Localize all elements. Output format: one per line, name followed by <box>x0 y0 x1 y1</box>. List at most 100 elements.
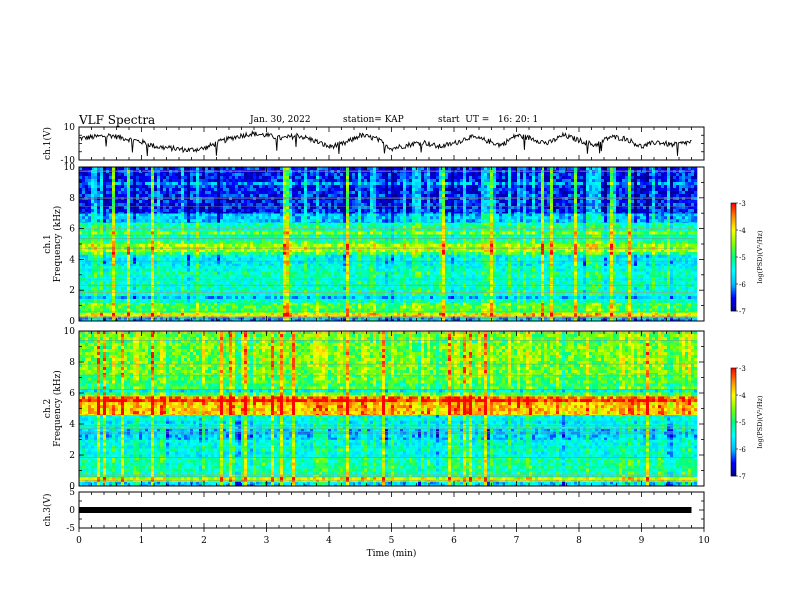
ch1-spectrogram-cell <box>100 319 104 322</box>
ch1-spectrogram-cell <box>535 271 539 275</box>
ch1-spectrogram-cell <box>478 302 482 306</box>
ch1-spectrogram-cell <box>376 302 380 306</box>
ch1-spectrogram-cell <box>667 302 671 303</box>
ch1-spectrogram-cell <box>142 287 146 291</box>
ch1-spectrogram-cell <box>685 299 689 303</box>
ch1-spectrogram-cell <box>616 311 620 313</box>
ch1-spectrogram-cell <box>325 254 329 258</box>
ch1-spectrogram-cell <box>376 281 380 285</box>
ch1-spectrogram-cell <box>616 287 620 291</box>
ch1-spectrogram-cell <box>181 302 185 306</box>
ch1-spectrogram-cell <box>463 293 467 297</box>
ch1-spectrogram-cell <box>538 315 542 317</box>
ch1-spectrogram-cell <box>169 280 173 282</box>
ch1-spectrogram-cell <box>127 274 131 278</box>
ch1-spectrogram-cell <box>193 265 197 269</box>
ch1-spectrogram-cell <box>496 302 500 303</box>
ch1-spectrogram-cell <box>445 311 449 313</box>
ch1-spectrogram-cell <box>463 265 467 269</box>
ch1-spectrogram-cell <box>157 293 161 297</box>
ch1-spectrogram-cell <box>670 293 674 297</box>
ch1-spectrogram-cell <box>277 305 281 309</box>
ch1-spectrogram-cell <box>316 265 320 269</box>
ch1-spectrogram-cell <box>184 296 188 300</box>
ch1-spectrogram-cell <box>661 312 665 316</box>
ch1-spectrogram-cell <box>118 302 122 303</box>
ch1-spectrogram-cell <box>412 302 416 303</box>
ch1-spectrogram-cell <box>307 271 311 275</box>
ch1-spectrogram-cell <box>475 274 479 278</box>
ch1-spectrogram-cell <box>646 315 650 317</box>
ch1-spectrogram-cell <box>478 308 482 312</box>
ch1-spectrogram-cell <box>637 271 641 275</box>
ch1-spectrogram-cell <box>487 319 491 322</box>
ch1-spectrogram-cell <box>688 274 692 278</box>
ch1-spectrogram-cell <box>181 287 185 291</box>
ch1-spectrogram-cell <box>607 280 611 282</box>
ch1-spectrogram-cell <box>568 281 572 285</box>
ch1-spectrogram-cell <box>88 280 92 282</box>
ch1-spectrogram-cell <box>652 308 656 312</box>
ch1-spectrogram-cell <box>88 287 92 291</box>
ch1-spectrogram-cell <box>265 254 269 258</box>
ch1-spectrogram-cell <box>424 312 428 316</box>
ch1-spectrogram-cell <box>526 268 530 272</box>
ch1-spectrogram-cell <box>94 268 98 272</box>
ch1-spectrogram-cell <box>343 281 347 285</box>
ch1-spectrogram-cell <box>433 287 437 291</box>
ch1-spectrogram-cell <box>262 274 266 278</box>
ch1-spectrogram-cell <box>124 287 128 291</box>
ch1-spectrogram-cell <box>523 274 527 278</box>
ch1-spectrogram-cell <box>214 305 218 309</box>
ch1-spectrogram-cell <box>493 265 497 269</box>
ch1-spectrogram-cell <box>649 281 653 285</box>
ch1-spectrogram-cell <box>121 311 125 313</box>
ch1-spectrogram-cell <box>376 316 380 320</box>
ch1-spectrogram-cell <box>298 316 302 320</box>
ch1-spectrogram-cell <box>223 316 227 320</box>
ch1-spectrogram-cell <box>592 287 596 291</box>
ch1-spectrogram-cell <box>163 302 167 303</box>
ch1-spectrogram-cell <box>319 293 323 297</box>
ch1-spectrogram-cell <box>334 302 338 306</box>
ch1-spectrogram-cell <box>487 311 491 313</box>
ch1-spectrogram-cell <box>316 302 320 306</box>
ch1-spectrogram-cell <box>445 268 449 272</box>
ch1-spectrogram-cell <box>568 299 572 303</box>
ch1-spectrogram-cell <box>529 287 533 291</box>
ch1-spectrogram-cell <box>187 312 191 316</box>
ch1-spectrogram-cell <box>397 302 401 306</box>
ch1-spectrogram-cell <box>682 305 686 309</box>
ch1-spectrogram-cell <box>298 319 302 322</box>
ch1-spectrogram-cell <box>613 315 617 317</box>
ch1-spectrogram-cell <box>229 308 233 312</box>
ch1-spectrogram-cell <box>511 311 515 313</box>
ch1-spectrogram-cell <box>100 281 104 285</box>
ch1-spectrogram-cell <box>364 315 368 317</box>
ch1-spectrogram-cell <box>682 302 686 306</box>
ch1-spectrogram-cell <box>487 268 491 272</box>
ch1-spectrogram-cell <box>91 293 95 297</box>
ch1-spectrogram-cell <box>187 305 191 309</box>
ch1-spectrogram-cell <box>571 296 575 300</box>
ch1-spectrogram-cell <box>88 316 92 320</box>
ch1-spectrogram-cell <box>580 281 584 285</box>
ch1-spectrogram-cell <box>670 271 674 275</box>
ch1-spectrogram-cell <box>106 293 110 297</box>
ch1-spectrogram-cell <box>322 312 326 316</box>
ch1-spectrogram-cell <box>631 271 635 275</box>
ch1-spectrogram-cell <box>205 302 209 306</box>
ch1-spectrogram-cell <box>88 251 92 255</box>
ch1-spectrogram-cell <box>430 268 434 272</box>
ch1-spectrogram-cell <box>199 271 203 275</box>
ch1-spectrogram-cell <box>340 302 344 303</box>
ch1-spectrogram-cell <box>511 299 515 303</box>
ch1-spectrogram-cell <box>466 311 470 313</box>
ch1-spectrogram-cell <box>496 280 500 282</box>
ch1-spectrogram-cell <box>82 312 86 316</box>
ch1-spectrogram-cell <box>148 308 152 312</box>
ch1-spectrogram-cell <box>85 268 89 272</box>
ch1-spectrogram-cell <box>148 316 152 320</box>
ch1-spectrogram-cell <box>538 251 542 255</box>
ch1-spectrogram-cell <box>433 271 437 275</box>
